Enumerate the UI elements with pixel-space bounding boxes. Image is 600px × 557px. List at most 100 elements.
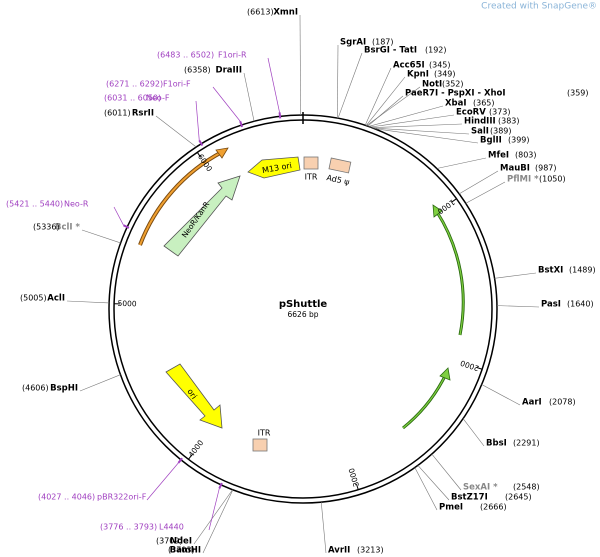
primer-site — [177, 457, 183, 464]
enzyme-position: (803) — [515, 151, 537, 160]
primer-range: (5421 .. 5440) — [6, 200, 63, 209]
enzyme-position: (6358) — [184, 66, 211, 75]
enzyme-name: PmeI — [439, 503, 463, 513]
enzyme-position: (6613) — [247, 8, 274, 17]
primer-range: (6031 .. 6050) — [104, 94, 161, 103]
primer-leader — [267, 57, 280, 113]
enzyme-position: (187) — [372, 38, 394, 47]
primer-range: (6483 .. 6502) — [157, 51, 214, 60]
ori-arrow — [165, 363, 223, 429]
primer-leader — [212, 86, 241, 122]
enzyme-name: XmnI — [273, 8, 298, 18]
enzyme-position: (5005) — [20, 294, 47, 303]
enzyme-leader — [372, 127, 470, 135]
ruler-label: 2000 — [459, 358, 480, 373]
enzyme-name: BbsI — [486, 439, 507, 449]
enzyme-name: PflMI * — [507, 175, 539, 185]
enzyme-name: BstXI — [538, 266, 563, 276]
enzyme-name: KpnI — [407, 70, 429, 80]
enzyme-leader — [66, 300, 110, 304]
enzyme-leader — [496, 305, 540, 308]
enzyme-leader — [371, 123, 463, 128]
enzyme-leader — [79, 374, 121, 392]
primer-name: Neo-F — [146, 94, 170, 103]
enzyme-position: (352) — [442, 80, 464, 89]
enzyme-name: PasI — [541, 300, 561, 310]
feature-arc — [402, 375, 447, 430]
enzyme-name: BspHI — [50, 384, 78, 394]
enzyme-position: (2291) — [513, 439, 540, 448]
enzyme-leader — [320, 502, 327, 554]
watermark: Created with SnapGene® — [481, 2, 597, 12]
feature-arrowhead — [439, 367, 451, 381]
enzyme-leader — [337, 44, 339, 119]
enzyme-position: (6011) — [104, 109, 131, 118]
enzyme-name: DraIII — [216, 66, 242, 76]
itr-box — [303, 156, 319, 170]
enzyme-leader — [462, 418, 485, 447]
f1-ori-arc-fill — [139, 151, 223, 246]
enzyme-position: (2645) — [505, 493, 532, 502]
enzyme-name: RsrII — [132, 109, 154, 119]
enzyme-name: EcoRV — [456, 108, 486, 118]
primer-range: (3776 .. 3793) — [100, 523, 157, 532]
enzyme-leader — [365, 76, 406, 126]
enzyme-position: (1640) — [567, 300, 594, 309]
feature-arrowhead — [432, 204, 443, 218]
primer-name: Neo-R — [64, 200, 89, 209]
primer-range: (4027 .. 4046) — [38, 493, 95, 502]
enzyme-position: (987) — [535, 164, 557, 173]
enzyme-name: AarI — [522, 398, 542, 408]
feature-label: ITR — [258, 429, 271, 438]
enzyme-position: (345) — [429, 61, 451, 70]
enzyme-position: (399) — [508, 136, 530, 145]
primer-name: pBR322ori-F — [97, 493, 147, 502]
ruler-label: 5000 — [117, 299, 137, 309]
primer-name: F1ori-F — [163, 80, 191, 89]
enzyme-name: MfeI — [488, 151, 509, 161]
enzyme-name: AclI — [47, 294, 65, 304]
enzyme-position: (2548) — [513, 483, 540, 492]
enzyme-name: MauBI — [500, 164, 530, 174]
m13-ori-arrow — [247, 156, 301, 179]
enzyme-leader — [370, 114, 455, 128]
enzyme-position: (359) — [567, 89, 589, 98]
feature-arc-fill — [436, 211, 464, 336]
enzyme-name: SexAI * — [463, 483, 498, 493]
enzyme-position: (389) — [490, 127, 512, 136]
primer-site — [278, 112, 282, 119]
f1-ori-arrowhead — [215, 147, 229, 159]
ruler-tick — [451, 198, 457, 203]
feature-label: Ad5 ψ — [326, 173, 351, 187]
enzyme-position: (373) — [489, 108, 511, 117]
primer-leader — [113, 206, 124, 226]
enzyme-position: (1050) — [539, 175, 566, 184]
enzyme-name: BsrGI - TatI — [364, 46, 417, 56]
enzyme-name: BamHI — [170, 546, 201, 556]
enzyme-leader — [202, 489, 234, 554]
enzyme-name: XbaI — [445, 99, 467, 109]
enzyme-position: (4606) — [22, 384, 49, 393]
ruler-tick — [356, 483, 359, 490]
enzyme-leader — [436, 157, 487, 169]
enzyme-leader — [243, 72, 255, 122]
enzyme-leader — [481, 384, 521, 406]
enzyme-name: Acc65I — [393, 61, 425, 71]
enzyme-position: (1489) — [569, 266, 596, 275]
primer-site — [218, 482, 223, 489]
plasmid-size: 6626 bp — [288, 310, 319, 319]
feature-arc — [435, 211, 465, 336]
feature-arc-fill — [402, 375, 446, 429]
primer-range: (6271 .. 6292) — [106, 80, 163, 89]
primer-name: F1ori-R — [218, 51, 247, 60]
enzyme-leader — [337, 52, 363, 119]
enzyme-leader — [494, 272, 537, 279]
primer-leader — [146, 462, 179, 501]
enzyme-name: NotI — [422, 80, 442, 90]
enzyme-leader — [458, 170, 499, 195]
ruler-tick — [188, 454, 193, 460]
enzyme-leader — [367, 95, 404, 127]
enzyme-name: SalI — [471, 127, 489, 137]
enzyme-position: (5336) — [33, 223, 60, 232]
enzyme-position: (3213) — [357, 546, 384, 555]
